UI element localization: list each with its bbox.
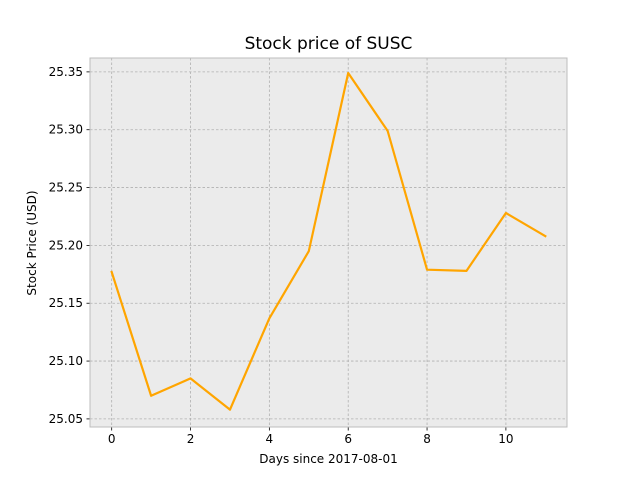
- x-tick-label: 2: [187, 432, 195, 446]
- x-tick-label: 6: [344, 432, 352, 446]
- chart-title: Stock price of SUSC: [245, 34, 413, 54]
- y-tick-label: 25.15: [49, 296, 83, 310]
- y-tick-label: 25.20: [49, 238, 83, 252]
- x-tick-label: 0: [108, 432, 116, 446]
- x-tick-label: 10: [498, 432, 513, 446]
- y-tick-label: 25.05: [49, 412, 83, 426]
- plot-frame: [89, 57, 568, 428]
- x-tick-label: 4: [266, 432, 274, 446]
- y-tick-labels: 25.05 25.10 25.15 25.20 25.25 25.30 25.35: [49, 65, 83, 426]
- plot-area: [90, 58, 567, 427]
- series-layer: [110, 71, 547, 411]
- x-axis-label: Days since 2017-08-01: [259, 452, 398, 466]
- y-tick-label: 25.10: [49, 354, 83, 368]
- x-tick-labels: 0 2 4 6 8 10: [108, 432, 514, 446]
- x-tick-label: 8: [423, 432, 431, 446]
- tick-marks: [86, 71, 507, 431]
- y-axis-label: Stock Price (USD): [25, 190, 39, 295]
- series-line: [110, 71, 547, 411]
- y-tick-label: 25.35: [49, 65, 83, 79]
- grid-lines: [90, 58, 567, 427]
- y-tick-label: 25.25: [49, 181, 83, 195]
- y-tick-label: 25.30: [49, 123, 83, 137]
